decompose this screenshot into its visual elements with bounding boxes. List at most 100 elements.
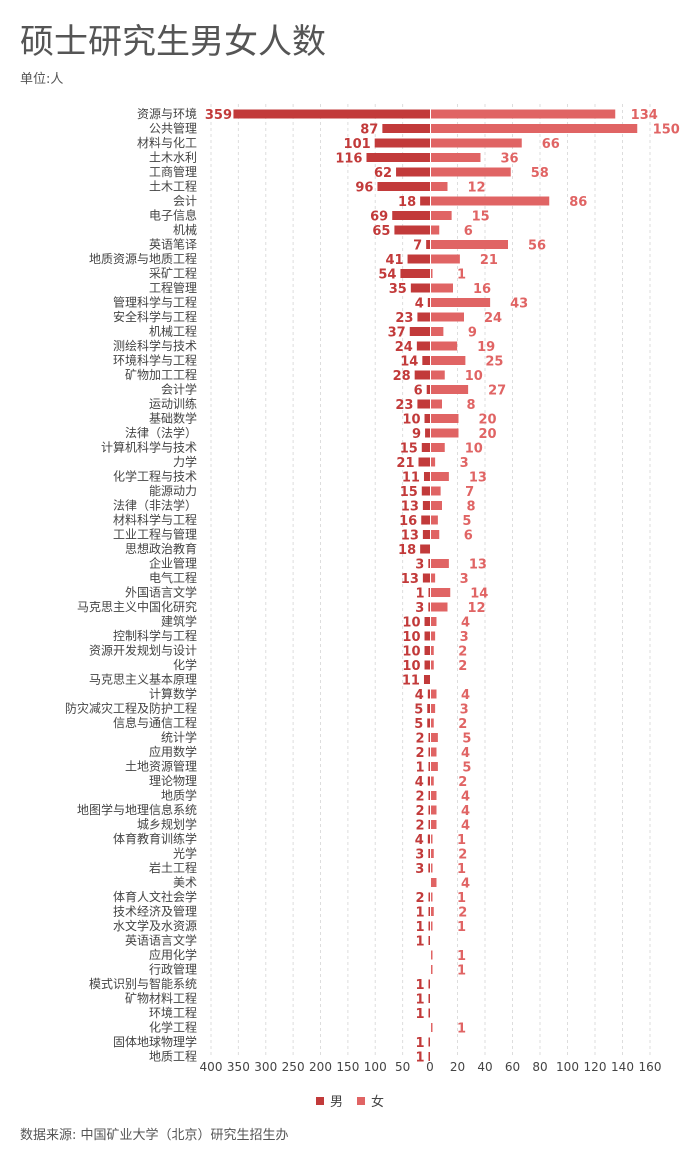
female-value-label: 20 xyxy=(478,413,496,428)
left-tick-label: 300 xyxy=(254,1060,277,1074)
female-bar xyxy=(431,457,436,467)
male-bar xyxy=(418,457,430,467)
male-value-label: 1 xyxy=(415,1007,424,1022)
female-value-label: 4 xyxy=(461,688,470,703)
category-label: 英语笔译 xyxy=(149,237,197,252)
category-label: 技术经济及管理 xyxy=(113,904,197,919)
category-label: 矿物材料工程 xyxy=(125,991,197,1006)
male-value-label: 10 xyxy=(402,659,420,674)
male-bar xyxy=(417,312,430,322)
female-value-label: 58 xyxy=(531,166,549,181)
male-bar xyxy=(421,443,430,452)
category-label: 会计学 xyxy=(161,382,197,397)
category-label: 水文学及水资源 xyxy=(113,918,197,933)
male-value-label: 62 xyxy=(374,166,392,181)
female-bar xyxy=(431,718,434,728)
male-value-label: 18 xyxy=(398,195,416,210)
female-value-label: 1 xyxy=(457,1022,466,1037)
category-label: 英语语言文学 xyxy=(125,933,197,948)
male-value-label: 11 xyxy=(402,674,420,689)
female-value-label: 12 xyxy=(467,181,485,196)
left-tick-label: 150 xyxy=(336,1060,359,1074)
female-bar xyxy=(431,109,616,119)
category-label: 公共管理 xyxy=(149,121,197,136)
female-bar xyxy=(431,472,449,481)
female-bar xyxy=(431,704,436,713)
female-bar xyxy=(431,559,449,568)
category-label: 机械工程 xyxy=(149,324,197,339)
male-bar xyxy=(409,327,430,336)
right-tick-label: 60 xyxy=(505,1060,520,1074)
female-bar xyxy=(431,124,638,133)
female-bar xyxy=(431,1023,433,1032)
male-bar xyxy=(424,646,430,655)
male-value-label: 3 xyxy=(415,862,424,877)
male-bar xyxy=(233,109,430,119)
category-label: 安全科学与工程 xyxy=(113,309,197,324)
male-value-label: 10 xyxy=(402,413,420,428)
category-label: 地质学 xyxy=(161,788,197,803)
male-bar xyxy=(428,805,430,815)
male-bar xyxy=(422,356,430,365)
male-bar xyxy=(394,225,430,235)
male-bar xyxy=(428,936,430,945)
female-value-label: 2 xyxy=(458,775,467,790)
male-value-label: 10 xyxy=(402,616,420,631)
female-bar xyxy=(431,660,434,670)
female-value-label: 27 xyxy=(488,384,506,399)
female-bar xyxy=(431,515,438,525)
male-bar xyxy=(422,530,430,539)
female-bar xyxy=(431,312,464,322)
male-value-label: 3 xyxy=(415,601,424,616)
female-bar xyxy=(431,762,438,771)
male-value-label: 10 xyxy=(402,645,420,660)
male-value-label: 54 xyxy=(378,268,396,283)
female-bar xyxy=(431,588,451,597)
male-bar xyxy=(428,892,430,902)
female-value-label: 2 xyxy=(458,659,467,674)
male-bar xyxy=(427,298,430,307)
female-bar xyxy=(431,385,469,394)
female-bar xyxy=(431,298,491,307)
category-label: 环境科学与工程 xyxy=(113,353,197,368)
male-bar xyxy=(427,718,430,728)
female-bar xyxy=(431,399,442,409)
category-label: 思想政治教育 xyxy=(125,541,197,556)
female-value-label: 13 xyxy=(469,558,487,573)
male-value-label: 1 xyxy=(415,761,424,776)
category-label: 外国语言文学 xyxy=(125,585,197,600)
female-value-label: 3 xyxy=(460,572,469,587)
female-bar xyxy=(431,225,440,235)
female-value-label: 9 xyxy=(468,326,477,341)
category-label: 法律（非法学） xyxy=(113,498,197,513)
legend: 男女 xyxy=(316,1094,384,1110)
female-value-label: 12 xyxy=(467,601,485,616)
male-value-label: 5 xyxy=(414,717,423,732)
male-bar xyxy=(377,182,430,191)
male-value-label: 11 xyxy=(402,471,420,486)
female-value-label: 8 xyxy=(466,398,475,413)
male-bar xyxy=(374,138,430,148)
male-bar xyxy=(400,269,430,278)
female-value-label: 4 xyxy=(461,804,470,819)
right-tick-label: 140 xyxy=(611,1060,634,1074)
left-tick-label: 250 xyxy=(282,1060,305,1074)
category-label: 测绘科学与技术 xyxy=(113,338,197,353)
female-bar xyxy=(431,950,433,960)
male-value-label: 2 xyxy=(415,746,424,761)
male-value-label: 2 xyxy=(415,804,424,819)
female-bar xyxy=(431,283,453,293)
female-value-label: 4 xyxy=(461,790,470,805)
male-value-label: 1 xyxy=(415,993,424,1008)
female-bar xyxy=(431,892,433,902)
female-bar xyxy=(431,370,445,380)
category-label: 应用数学 xyxy=(149,744,197,759)
female-value-label: 56 xyxy=(528,239,546,254)
category-label: 矿物加工工程 xyxy=(125,367,197,382)
female-value-label: 134 xyxy=(631,108,658,123)
male-value-label: 24 xyxy=(395,340,413,355)
male-bar xyxy=(428,1008,430,1018)
male-value-label: 21 xyxy=(396,456,414,471)
